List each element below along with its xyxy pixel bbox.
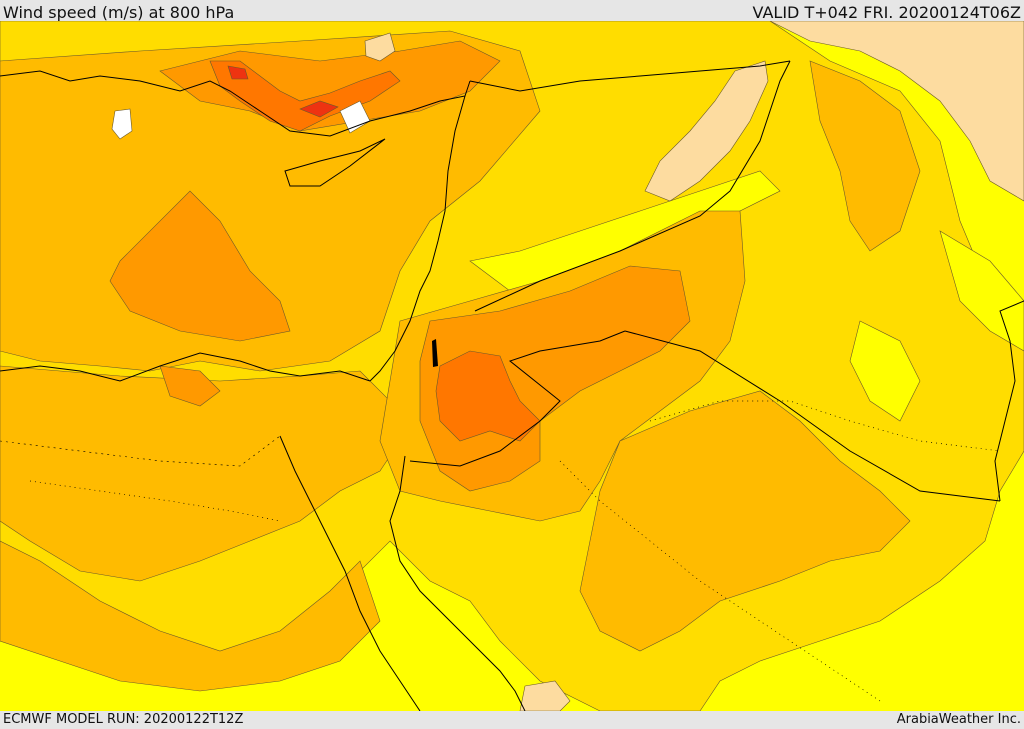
header-bar: Wind speed (m/s) at 800 hPa VALID T+042 … — [0, 0, 1024, 21]
model-run: ECMWF MODEL RUN: 20200122T12Z — [3, 712, 244, 727]
calm-area-iraq — [644, 60, 769, 202]
map-title: Wind speed (m/s) at 800 hPa — [3, 3, 235, 21]
wind-band-5-a — [227, 65, 249, 80]
valid-time: VALID T+042 FRI. 20200124T06Z — [752, 3, 1021, 21]
dead-sea — [432, 339, 438, 367]
wind-band-2-se — [579, 390, 911, 652]
border-jordan-saudi — [409, 330, 626, 467]
border-egypt-sudan — [0, 435, 281, 467]
weather-map[interactable] — [0, 21, 1024, 711]
wind-band-2-ne — [809, 60, 921, 252]
wind-band-5-b — [299, 100, 339, 118]
wind-band-2-sw — [0, 540, 381, 692]
calm-area-south — [519, 680, 571, 711]
wind-band-3-east — [419, 265, 691, 492]
coastline-north-africa — [0, 352, 371, 382]
wind-band-3-north — [159, 40, 501, 132]
coastline-red-sea-west — [279, 435, 421, 711]
calm-gap-1 — [849, 320, 921, 422]
border-turkey-syria — [469, 60, 791, 92]
cyprus-outline — [284, 138, 386, 187]
wind-band-3-west — [159, 365, 221, 407]
wind-speed-map — [0, 21, 1024, 711]
coastline-red-sea-east — [389, 455, 526, 711]
credit: ArabiaWeather Inc. — [896, 712, 1021, 727]
footer-bar: ECMWF MODEL RUN: 20200122T12Z ArabiaWeat… — [0, 711, 1024, 729]
calm-area-turkey — [364, 32, 396, 62]
coastline-turkey — [0, 70, 471, 137]
calm-area-ne — [769, 21, 1024, 202]
wind-band-4-turkey — [209, 60, 401, 132]
dotted-border-2 — [649, 400, 1001, 452]
wind-band-2-south — [0, 365, 401, 582]
calm-white-1 — [111, 108, 133, 140]
wind-band-3-central — [109, 190, 291, 342]
coastline-levant — [369, 95, 466, 382]
border-iraq-saudi — [624, 330, 1001, 502]
coastline-gulf — [994, 300, 1024, 502]
wind-band-4-jordan — [435, 350, 541, 442]
border-syria-iraq — [474, 60, 791, 312]
